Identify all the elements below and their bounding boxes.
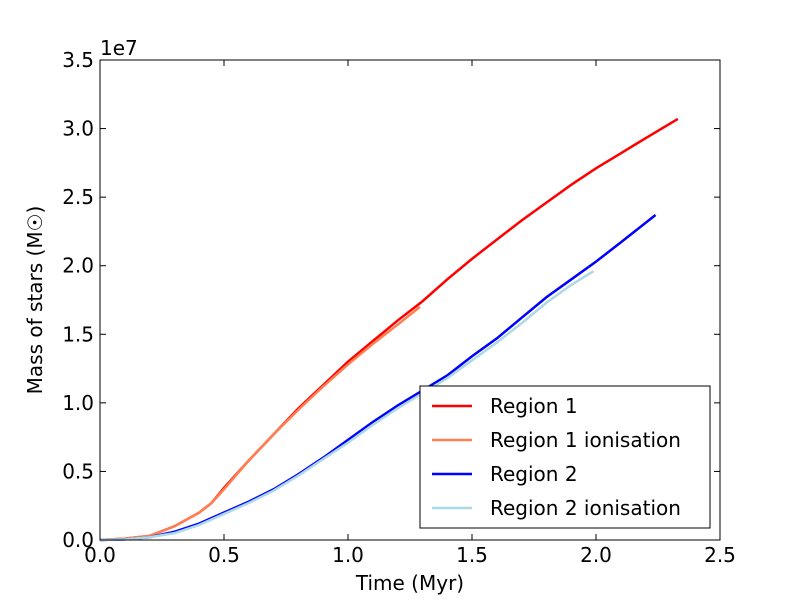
series-line <box>99 305 421 542</box>
legend-label: Region 1 ionisation <box>490 428 681 452</box>
series-line <box>99 270 595 542</box>
legend-box <box>419 385 711 529</box>
y-tick-label: 2.5 <box>62 185 94 209</box>
y-tick-label: 2.0 <box>62 254 94 278</box>
y-tick-label: 3.5 <box>62 48 94 72</box>
y-tick-label: 1.5 <box>62 322 94 346</box>
y-offset-label: 1e7 <box>100 36 138 60</box>
x-tick-label: 1.0 <box>332 543 364 567</box>
x-tick-label: 2.0 <box>580 543 612 567</box>
y-tick-label: 0.5 <box>62 459 94 483</box>
x-tick-label: 2.5 <box>704 543 736 567</box>
legend-label: Region 2 ionisation <box>490 496 681 520</box>
x-tick-label: 1.5 <box>456 543 488 567</box>
legend-label: Region 1 <box>490 394 578 418</box>
y-axis-label: Mass of stars (M☉) <box>23 206 47 395</box>
x-tick-label: 0.0 <box>84 543 116 567</box>
plot-frame <box>99 59 721 541</box>
x-axis-label: Time (Myr) <box>355 571 464 595</box>
y-tick-label: 1.0 <box>62 391 94 415</box>
series-line <box>99 213 657 542</box>
x-tick-label: 0.5 <box>208 543 240 567</box>
y-tick-label: 3.0 <box>62 117 94 141</box>
y-tick-label: 0.0 <box>62 528 94 552</box>
legend-label: Region 2 <box>490 462 578 486</box>
